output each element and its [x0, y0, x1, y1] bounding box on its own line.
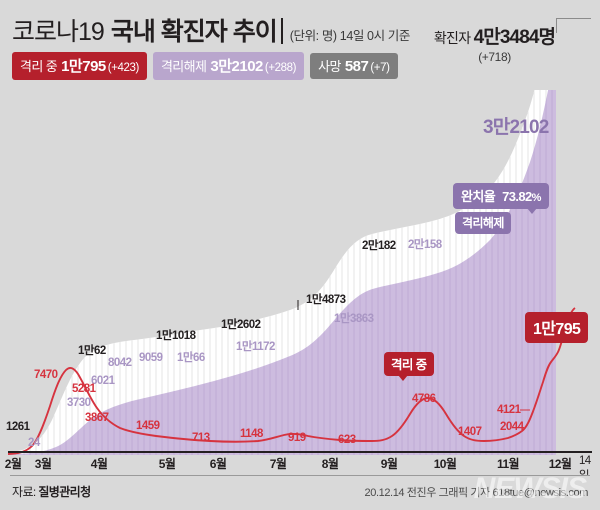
label-quarantine-623: 623	[338, 434, 356, 446]
total-line: 확진자 4만3484명	[402, 22, 587, 49]
label-recovered-6021: 6021	[91, 375, 115, 387]
quarantine-end-value: 1만795	[533, 321, 581, 338]
cure-rate-label: 완치율	[461, 189, 496, 204]
label-confirmed-11018: 1만1018	[156, 330, 196, 342]
source-line: 자료: 질병관리청	[12, 483, 91, 500]
total-label: 확진자	[433, 30, 471, 46]
label-recovered-10066: 1만66	[177, 352, 205, 364]
total-value: 4만3484명	[473, 27, 556, 48]
source-name: 질병관리청	[38, 485, 91, 499]
title-divider	[280, 18, 283, 44]
footer: 자료: 질병관리청 20.12.14 전진우 그래픽 기자 618tue@new…	[0, 475, 600, 510]
legend-recovered-delta: (+288)	[264, 62, 297, 74]
quarantine-label-tail	[398, 375, 408, 381]
cure-rate-badge: 완치율 73.82%	[453, 183, 549, 214]
label-quarantine-1148: 1148	[240, 428, 263, 440]
label-recovered-9059: 9059	[139, 352, 163, 364]
cure-rate-tail	[526, 208, 537, 214]
legend-badge-deaths: 사망 587 (+7)	[310, 53, 398, 79]
recovered-area-label: 격리해제	[455, 212, 511, 234]
label-recovered-3730: 3730	[67, 397, 91, 409]
recovered-end-value: 3만2102	[483, 117, 549, 138]
label-recovered-20158: 2만158	[408, 239, 442, 251]
label-quarantine-4786: 4786	[412, 393, 436, 405]
legend-deaths-label: 사망	[318, 59, 341, 74]
label-quarantine-5281: 5281	[72, 383, 96, 395]
header: 코로나19 국내 확진자 추이 (단위: 명) 14일 0시 기준 격리 중 1…	[0, 0, 600, 90]
x-tick-nov: 11월	[497, 457, 520, 471]
quarantine-end-badge: 1만795	[525, 312, 589, 343]
legend-badge-recovered: 격리해제 3만2102 (+288)	[152, 52, 305, 80]
x-tick-sep: 9월	[380, 457, 398, 471]
label-confirmed-10062: 1만62	[78, 345, 106, 357]
legend-recovered-label: 격리해제	[160, 59, 207, 74]
label-recovered-24: 24	[28, 437, 40, 449]
label-confirmed-14873: 1만4873	[306, 294, 346, 306]
label-quarantine-4121: 4121	[497, 404, 521, 416]
x-tick-mar: 3월	[34, 457, 52, 471]
legend-quarantine-value: 1만795	[61, 58, 106, 75]
label-quarantine-919: 919	[288, 432, 306, 444]
total-confirmed: 확진자 4만3484명 (+718)	[402, 22, 587, 64]
label-recovered-11172: 1만1172	[236, 341, 275, 353]
quarantine-line-label-text: 격리 중	[391, 358, 427, 372]
label-quarantine-2044: 2044	[500, 421, 524, 433]
label-confirmed-20182: 2만182	[362, 240, 396, 252]
title-plain: 코로나19	[12, 18, 105, 46]
legend-badge-quarantine: 격리 중 1만795 (+423)	[12, 52, 147, 80]
label-quarantine-1407: 1407	[458, 426, 482, 438]
source-label: 자료:	[12, 485, 36, 499]
legend-badges: 격리 중 1만795 (+423) 격리해제 3만2102 (+288) 사망 …	[12, 52, 398, 80]
legend-quarantine-label: 격리 중	[20, 59, 58, 74]
legend-deaths-delta: (+7)	[370, 62, 390, 74]
quarantine-line	[7, 307, 576, 455]
x-tick-aug: 8월	[321, 457, 339, 471]
legend-quarantine-delta: (+423)	[107, 62, 140, 74]
total-delta: (+718)	[478, 50, 511, 64]
legend-deaths-value: 587	[344, 58, 369, 75]
label-quarantine-3867: 3867	[85, 412, 109, 424]
cure-rate-value: 73.82	[502, 189, 532, 204]
quarantine-line-label: 격리 중	[384, 352, 434, 381]
total-leader-bracket	[556, 18, 591, 33]
cure-rate-unit: %	[531, 192, 542, 204]
x-tick-jul: 7월	[269, 457, 287, 471]
label-recovered-8042: 8042	[108, 357, 132, 369]
x-tick-jun: 6월	[209, 457, 227, 471]
legend-recovered-value: 3만2102	[210, 58, 263, 75]
x-axis-line	[8, 451, 592, 453]
label-quarantine-1459: 1459	[136, 420, 160, 432]
title-subtitle: (단위: 명) 14일 0시 기준	[289, 29, 411, 43]
label-confirmed-1261: 1261	[6, 421, 30, 433]
credit-line: 20.12.14 전진우 그래픽 기자 618tue@newsis.com	[364, 487, 589, 499]
label-confirmed-12602: 1만2602	[221, 319, 261, 331]
x-tick-feb: 2월	[4, 457, 22, 471]
title-strong: 국내 확진자 추이	[110, 18, 278, 46]
label-recovered-13863: 1만3863	[334, 313, 374, 325]
label-quarantine-713: 713	[192, 432, 210, 444]
x-axis: 2월 3월 4월 5월 6월 7월 8월 9월 10월 11월 12월 14일	[0, 451, 600, 482]
x-tick-dec: 12월	[548, 457, 572, 471]
x-tick-oct: 10월	[433, 457, 457, 471]
footer-divider	[10, 475, 590, 476]
label-quarantine-7470: 7470	[34, 369, 58, 381]
x-tick-apr: 4월	[90, 457, 108, 471]
x-tick-may: 5월	[158, 457, 176, 471]
page-title: 코로나19 국내 확진자 추이 (단위: 명) 14일 0시 기준	[12, 12, 410, 48]
